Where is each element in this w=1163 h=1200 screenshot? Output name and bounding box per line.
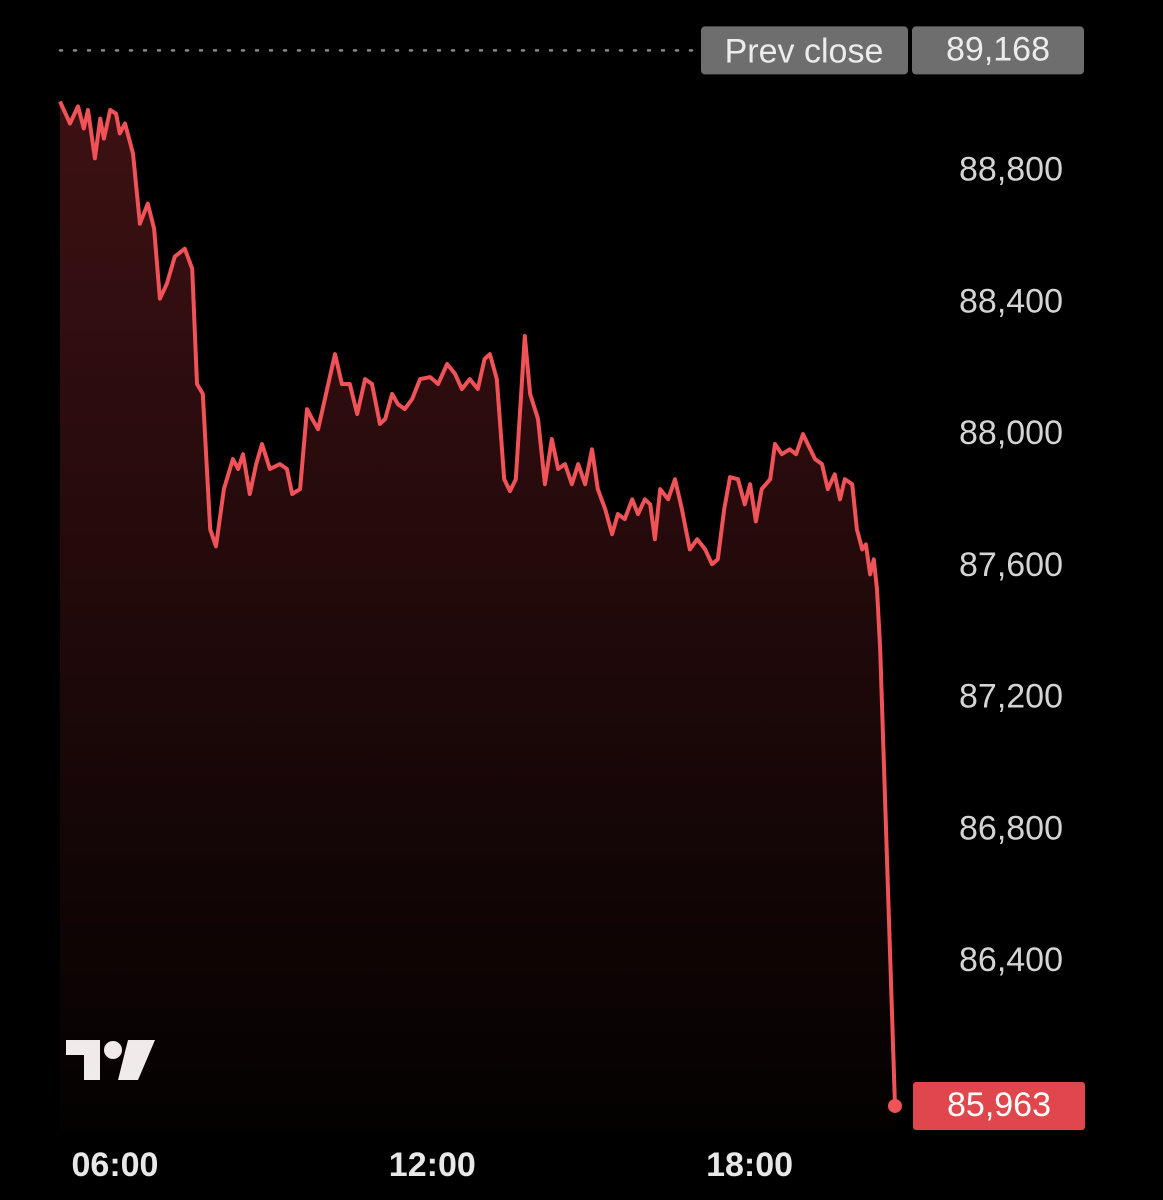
prev-close-label: Prev close (725, 32, 884, 70)
x-tick-label: 06:00 (72, 1146, 159, 1184)
prev-close-value-box (912, 26, 1084, 75)
y-tick-label: 88,000 (959, 414, 1063, 452)
y-tick-label: 87,600 (959, 546, 1063, 584)
y-tick-label: 86,400 (959, 941, 1063, 979)
last-price-box (913, 1081, 1085, 1130)
prev-close-box (701, 26, 908, 75)
y-tick-label: 87,200 (959, 678, 1063, 716)
price-line (58, 100, 897, 1107)
y-tick-label: 88,400 (959, 282, 1063, 320)
y-tick-label: 88,800 (959, 151, 1063, 189)
x-tick-label: 12:00 (389, 1146, 476, 1184)
area-fill (60, 101, 895, 1130)
y-tick-label: 86,800 (959, 809, 1063, 847)
last-point (888, 1098, 902, 1113)
last-price-label: 85,963 (947, 1086, 1051, 1124)
x-tick-label: 18:00 (706, 1146, 793, 1184)
prev-close-value: 89,168 (946, 30, 1050, 68)
